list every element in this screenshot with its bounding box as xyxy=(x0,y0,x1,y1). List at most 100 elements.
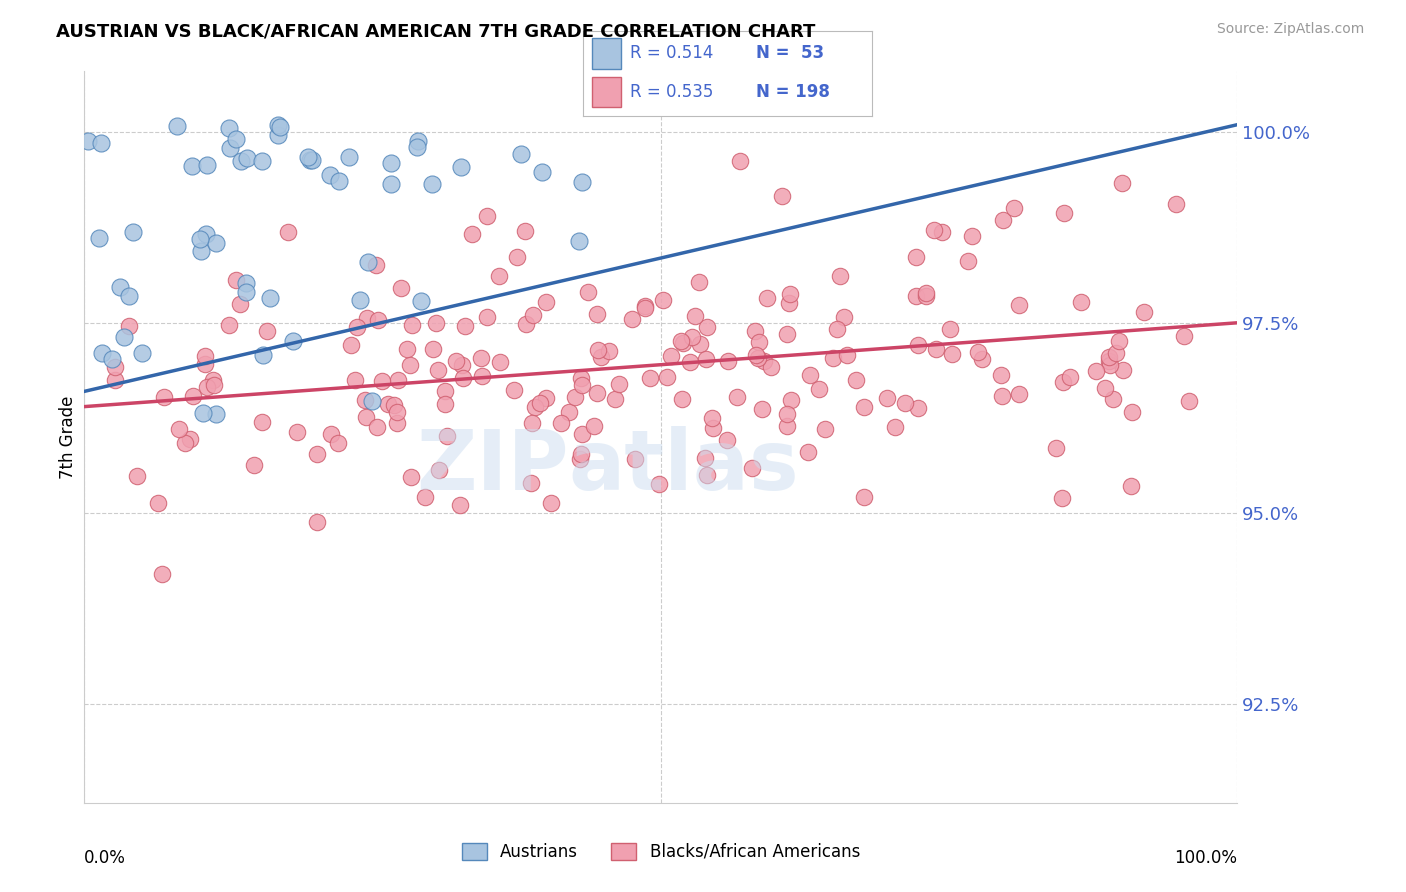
Point xyxy=(1052,376,1074,390)
Point xyxy=(382,398,405,412)
Point xyxy=(354,410,377,425)
Point xyxy=(301,153,323,167)
Point xyxy=(828,268,851,283)
Point xyxy=(406,134,429,148)
Point xyxy=(225,132,247,146)
Point xyxy=(451,358,474,372)
Point xyxy=(779,392,801,407)
Point xyxy=(853,490,876,504)
Point xyxy=(671,392,693,406)
Point xyxy=(957,253,980,268)
Point xyxy=(607,376,630,391)
Point xyxy=(990,368,1012,382)
Point xyxy=(297,150,319,164)
Point xyxy=(425,316,447,330)
Point xyxy=(571,378,593,392)
Point xyxy=(269,120,291,134)
Point xyxy=(1108,334,1130,349)
Point xyxy=(1101,392,1123,406)
Point xyxy=(515,317,537,331)
Point xyxy=(845,373,868,387)
Point xyxy=(188,232,211,246)
Point xyxy=(371,374,394,388)
Text: N = 198: N = 198 xyxy=(756,83,831,101)
Point xyxy=(586,385,609,400)
Point xyxy=(118,318,141,333)
Point xyxy=(152,566,174,581)
Point xyxy=(1008,387,1031,401)
Point xyxy=(475,209,498,223)
Point xyxy=(776,326,799,341)
Point xyxy=(659,349,682,363)
Point xyxy=(449,498,471,512)
Text: 100.0%: 100.0% xyxy=(1174,848,1237,866)
Point xyxy=(225,273,247,287)
Point xyxy=(1111,176,1133,190)
Point xyxy=(401,318,423,333)
Point xyxy=(814,422,837,436)
Point xyxy=(657,370,679,384)
Point xyxy=(797,445,820,459)
Text: AUSTRIAN VS BLACK/AFRICAN AMERICAN 7TH GRADE CORRELATION CHART: AUSTRIAN VS BLACK/AFRICAN AMERICAN 7TH G… xyxy=(56,22,815,40)
Point xyxy=(422,342,444,356)
Point xyxy=(385,416,408,430)
Point xyxy=(380,156,402,170)
Point xyxy=(531,165,554,179)
Point xyxy=(1098,350,1121,364)
Point xyxy=(513,224,536,238)
Point xyxy=(522,308,544,322)
Point xyxy=(588,343,610,357)
Point xyxy=(1008,298,1031,312)
Point xyxy=(799,368,821,382)
Point xyxy=(1098,353,1121,368)
Point xyxy=(283,334,305,348)
Point xyxy=(235,276,257,290)
Point xyxy=(893,395,915,409)
Y-axis label: 7th Grade: 7th Grade xyxy=(59,395,77,479)
Point xyxy=(148,495,170,509)
Point xyxy=(966,345,988,359)
Point xyxy=(125,469,148,483)
Point xyxy=(201,373,224,387)
Point xyxy=(693,450,716,465)
Point xyxy=(591,350,613,364)
Point xyxy=(356,310,378,325)
Point xyxy=(745,348,768,362)
Point xyxy=(853,401,876,415)
Point xyxy=(1105,346,1128,360)
Text: Source: ZipAtlas.com: Source: ZipAtlas.com xyxy=(1216,22,1364,37)
Point xyxy=(770,189,793,203)
Point xyxy=(779,287,801,301)
Point xyxy=(1002,201,1025,215)
Point xyxy=(346,320,368,334)
Point xyxy=(536,295,558,310)
Point xyxy=(821,351,844,365)
Point xyxy=(524,400,547,414)
Point xyxy=(488,268,510,283)
Point xyxy=(353,393,375,408)
Point xyxy=(118,289,141,303)
Point xyxy=(564,390,586,404)
Point xyxy=(747,351,769,365)
Point xyxy=(250,154,273,169)
Point xyxy=(426,362,449,376)
Point xyxy=(229,297,252,311)
Point xyxy=(299,153,322,167)
Point xyxy=(633,301,655,316)
Point xyxy=(924,343,946,357)
Point xyxy=(540,496,562,510)
Point xyxy=(904,250,927,264)
Point xyxy=(1173,329,1195,343)
Point xyxy=(267,128,290,143)
Point xyxy=(991,389,1014,403)
Legend: Austrians, Blacks/African Americans: Austrians, Blacks/African Americans xyxy=(456,836,866,868)
Point xyxy=(941,347,963,361)
Point xyxy=(195,380,218,394)
Point xyxy=(77,134,100,148)
Point xyxy=(754,354,776,368)
Point xyxy=(576,285,599,299)
Point xyxy=(837,348,859,362)
Point xyxy=(349,293,371,307)
Point xyxy=(1059,369,1081,384)
Point xyxy=(534,391,557,405)
